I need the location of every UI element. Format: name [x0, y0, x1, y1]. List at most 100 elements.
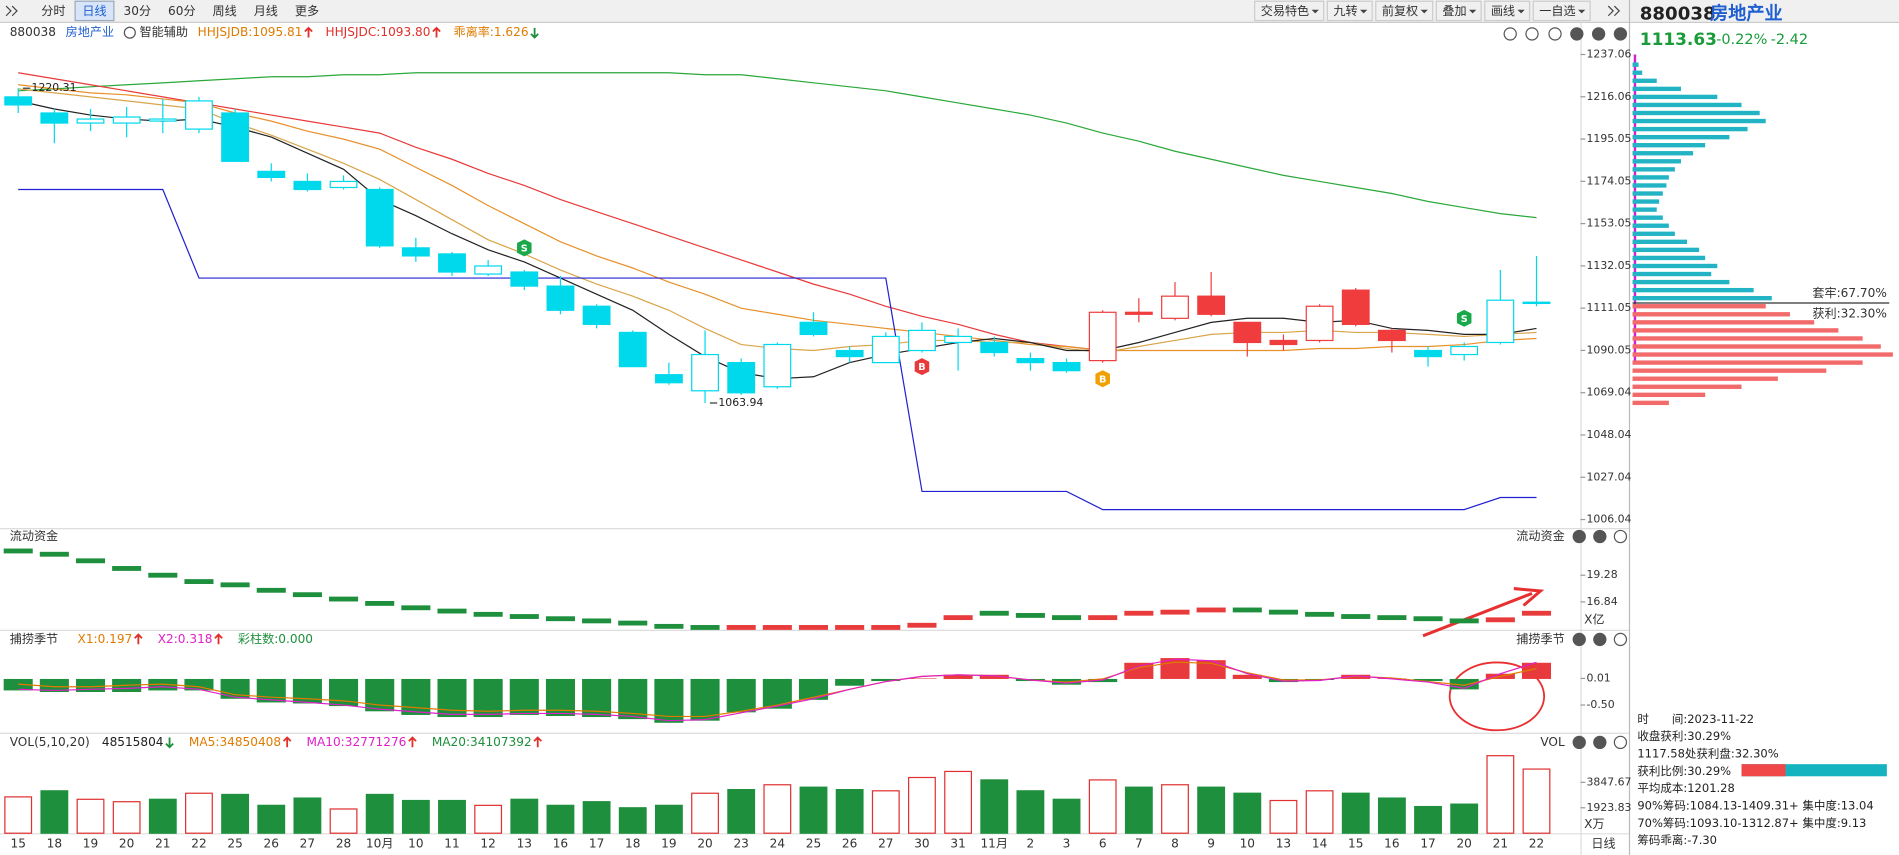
chip-bar	[1632, 215, 1663, 220]
period-label[interactable]: 日线	[1591, 837, 1615, 851]
candle-body	[510, 271, 539, 287]
toolbar-button[interactable]	[1435, 0, 1482, 22]
x-tick-label: 14	[1312, 837, 1328, 851]
toolbar-button-label[interactable]: 叠加	[1442, 4, 1466, 18]
chip-bar	[1632, 78, 1657, 83]
candle-body	[1414, 349, 1442, 358]
tab[interactable]	[74, 0, 115, 22]
chip-bar	[1632, 223, 1669, 228]
panel-icon[interactable]	[1525, 27, 1539, 41]
chip-bar	[1632, 207, 1657, 212]
candle-body	[799, 321, 828, 336]
x-tick-label: 19	[661, 837, 676, 851]
flow-mark	[1305, 611, 1335, 617]
toolbar-button[interactable]	[1532, 0, 1591, 22]
toolbar-button[interactable]	[1484, 0, 1531, 22]
tab-label[interactable]: 周线	[213, 4, 237, 18]
chip-bar	[1632, 312, 1790, 317]
chip-bar	[1632, 199, 1660, 204]
y-tick-label: 16.84	[1587, 595, 1618, 608]
flow-mark	[148, 572, 178, 578]
tab-label[interactable]: 60分	[168, 4, 196, 18]
panel-icon[interactable]	[1593, 632, 1607, 647]
toolbar-button-label[interactable]: 九转	[1333, 3, 1357, 18]
toolbar-button-label[interactable]: 一自选	[1539, 4, 1575, 18]
y-tick-label: 1216.06	[1587, 90, 1632, 103]
volume-bar	[727, 788, 756, 834]
flow-mark	[365, 600, 395, 606]
panel-icon[interactable]	[1613, 529, 1628, 544]
chip-bar	[1632, 392, 1706, 397]
season-bar	[690, 678, 720, 721]
volume-bar	[1269, 799, 1298, 834]
tab[interactable]	[160, 1, 203, 21]
x-tick-label: 3	[1063, 837, 1071, 851]
chip-label: 套牢:67.70%	[1812, 285, 1886, 300]
panel-icon[interactable]	[1591, 27, 1606, 41]
panel-title: VOL	[1540, 735, 1565, 749]
legend-code: 880038	[10, 25, 56, 39]
tab-label[interactable]: 月线	[254, 4, 278, 18]
candle-body	[474, 265, 503, 275]
tab-label[interactable]: 30分	[124, 4, 152, 18]
tab[interactable]	[287, 1, 327, 21]
tab[interactable]	[246, 1, 286, 21]
panel-icon[interactable]	[1503, 27, 1517, 41]
flow-mark	[1196, 607, 1226, 613]
season-bar	[1232, 674, 1262, 679]
x-tick-label: 2	[1027, 837, 1035, 851]
panel-icon[interactable]	[1613, 27, 1628, 41]
panel-icon[interactable]	[1593, 529, 1607, 544]
panel-icon[interactable]	[1613, 632, 1628, 647]
assist-icon[interactable]	[123, 26, 136, 39]
x-tick-label: 10	[408, 837, 423, 851]
flow-mark	[618, 620, 648, 626]
panel-icon[interactable]	[1572, 632, 1586, 647]
chip-bar	[1632, 143, 1706, 148]
panel-icon[interactable]	[1570, 27, 1584, 41]
season-bar	[1521, 662, 1552, 679]
candle-body	[185, 100, 213, 130]
x-tick-label: 28	[336, 837, 351, 851]
tab-label[interactable]: 分时	[41, 4, 65, 18]
tab-label[interactable]: 日线	[82, 4, 106, 18]
expand-icon[interactable]	[1607, 5, 1621, 17]
flow-mark	[907, 622, 937, 628]
panel-icon[interactable]	[1548, 27, 1562, 41]
flow-mark	[184, 579, 214, 584]
volume-bar	[148, 798, 177, 834]
info-row: 平均成本:1201.28	[1637, 781, 1734, 795]
volume-bar	[365, 793, 394, 834]
x-tick-label: 21	[155, 837, 170, 851]
candle-body	[365, 188, 394, 247]
toolbar-button-label[interactable]: 画线	[1491, 4, 1515, 18]
tab[interactable]	[116, 1, 159, 21]
season-bar	[907, 678, 937, 679]
collapse-icon[interactable]	[5, 5, 18, 17]
volume-bar	[654, 804, 683, 834]
panel-icon[interactable]	[1572, 735, 1586, 750]
signal-badge	[1456, 309, 1472, 327]
volume-bar	[763, 784, 792, 834]
panel-icon[interactable]	[1613, 735, 1628, 750]
panel-icon[interactable]	[1572, 529, 1586, 544]
flow-mark	[726, 625, 756, 630]
candle-body	[1233, 321, 1262, 344]
arrow-icon	[432, 26, 441, 38]
toolbar-button-label[interactable]: 前复权	[1382, 3, 1418, 18]
toolbar-button-label[interactable]: 交易特色	[1261, 3, 1309, 18]
flow-mark	[762, 625, 792, 630]
tab[interactable]	[205, 1, 245, 21]
toolbar-button[interactable]	[1254, 0, 1325, 22]
tab[interactable]	[33, 1, 73, 21]
x-tick-label: 25	[806, 837, 821, 851]
toolbar-button[interactable]	[1375, 0, 1434, 22]
toolbar-button[interactable]	[1326, 0, 1373, 22]
quote-price: 1113.63	[1640, 29, 1717, 49]
panel-icon[interactable]	[1593, 735, 1607, 750]
signal-label: S	[1461, 314, 1468, 325]
dropdown-icon	[1420, 9, 1428, 14]
assist-label[interactable]: 智能辅助	[140, 24, 188, 39]
tab-label[interactable]: 更多	[295, 4, 319, 18]
